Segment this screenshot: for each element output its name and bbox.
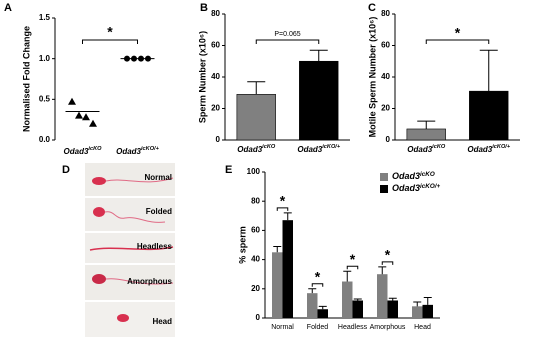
bar	[236, 94, 276, 141]
significance-bracket	[276, 207, 289, 211]
y-tick-label: 60	[211, 41, 220, 50]
error-bar	[308, 288, 317, 294]
significance: *	[385, 247, 391, 263]
significance: *	[315, 269, 321, 285]
y-tick-label: 0	[216, 135, 221, 144]
bar	[387, 300, 398, 318]
y-tick-label: 1.5	[39, 13, 51, 22]
bar	[307, 293, 318, 318]
bar	[469, 90, 509, 141]
y-tick-label: 80	[381, 9, 390, 18]
y-tick-label: 40	[381, 72, 390, 81]
significance-bracket	[381, 261, 394, 265]
bar	[412, 306, 423, 318]
point	[82, 113, 90, 121]
significance-bracket	[346, 265, 359, 270]
y-tick-label: 20	[381, 104, 390, 113]
bar	[342, 281, 353, 318]
y-tick-label: 80	[251, 196, 260, 205]
error-bar	[309, 49, 328, 62]
significance: *	[350, 251, 356, 267]
legend-swatch	[380, 173, 388, 181]
panel-label: B	[200, 2, 208, 14]
significance: *	[455, 25, 461, 41]
point	[68, 97, 76, 105]
bar	[272, 252, 283, 318]
sperm-images	[85, 163, 175, 337]
bar	[352, 300, 363, 318]
image-label: Folded	[146, 207, 172, 216]
x-tick-label: Odad3icKO	[407, 144, 446, 154]
y-tick-label: 100	[247, 167, 261, 176]
x-tick-label: Odad3icKO/+	[297, 144, 341, 154]
significance-bracket	[311, 283, 324, 287]
y-tick-label: 60	[251, 226, 260, 235]
y-axis-label: Normalised Fold Change	[21, 26, 31, 132]
error-bar	[413, 301, 422, 307]
x-tick-label: Odad3icKO/+	[116, 146, 160, 156]
bar	[406, 128, 446, 141]
significance: *	[280, 193, 286, 209]
x-tick-label: Odad3icKO/+	[467, 144, 511, 154]
x-tick-label: Normal	[271, 324, 294, 331]
bar	[299, 60, 339, 141]
x-tick-label: Odad3icKO	[237, 144, 276, 154]
error-bar	[318, 305, 327, 310]
panel-label: A	[4, 2, 12, 14]
y-tick-label: 1.0	[39, 54, 51, 63]
y-tick-label: 0	[256, 313, 261, 322]
y-axis-label: Motile Sperm Number (x10⁶)	[367, 17, 377, 138]
y-axis-label: Sperm Number (x10⁶)	[197, 31, 207, 123]
legend-label: Odad3icKO	[392, 171, 435, 182]
panel-label: C	[368, 2, 376, 14]
x-tick-label: Odad3icKO	[64, 146, 103, 156]
image-label: Amorphous	[127, 277, 172, 286]
x-tick-label: Folded	[307, 324, 329, 331]
point	[75, 111, 83, 119]
y-tick-label: 20	[211, 104, 220, 113]
significance: P=0.065	[274, 31, 300, 38]
error-bar	[423, 297, 432, 305]
legend-swatch	[380, 185, 388, 193]
y-tick-label: 0.0	[39, 135, 51, 144]
x-tick-label: Amorphous	[370, 324, 406, 331]
panel-label: D	[62, 164, 70, 176]
bar	[377, 274, 388, 318]
image-label: Headless	[137, 242, 173, 251]
image-label: Normal	[144, 173, 172, 182]
error-bar	[479, 49, 498, 92]
x-tick-label: Head	[414, 324, 431, 331]
error-bar	[388, 297, 397, 301]
y-tick-label: 20	[251, 284, 260, 293]
legend-label: Odad3icKO/+	[392, 183, 440, 194]
y-axis-label: % sperm	[237, 226, 247, 264]
significance-bracket	[425, 39, 490, 44]
error-bar	[247, 81, 266, 95]
error-bar	[353, 298, 362, 301]
y-tick-label: 60	[381, 41, 390, 50]
error-bar	[343, 270, 352, 282]
panel-label: E	[225, 164, 232, 176]
y-tick-label: 0.5	[39, 94, 51, 103]
image-label: Head	[152, 317, 172, 326]
significance-bracket	[255, 39, 320, 44]
significance-bracket	[82, 39, 138, 44]
point	[89, 119, 97, 127]
error-bar	[417, 120, 436, 129]
y-tick-label: 40	[251, 255, 260, 264]
bar	[282, 220, 293, 318]
y-tick-label: 0	[386, 135, 391, 144]
bar	[422, 304, 433, 318]
bar	[317, 309, 328, 318]
error-bar	[273, 245, 282, 253]
y-tick-label: 40	[211, 72, 220, 81]
x-tick-label: Headless	[338, 324, 368, 331]
error-bar	[283, 212, 292, 221]
significance: *	[107, 24, 113, 40]
y-tick-label: 80	[211, 9, 220, 18]
error-bar	[378, 266, 387, 275]
